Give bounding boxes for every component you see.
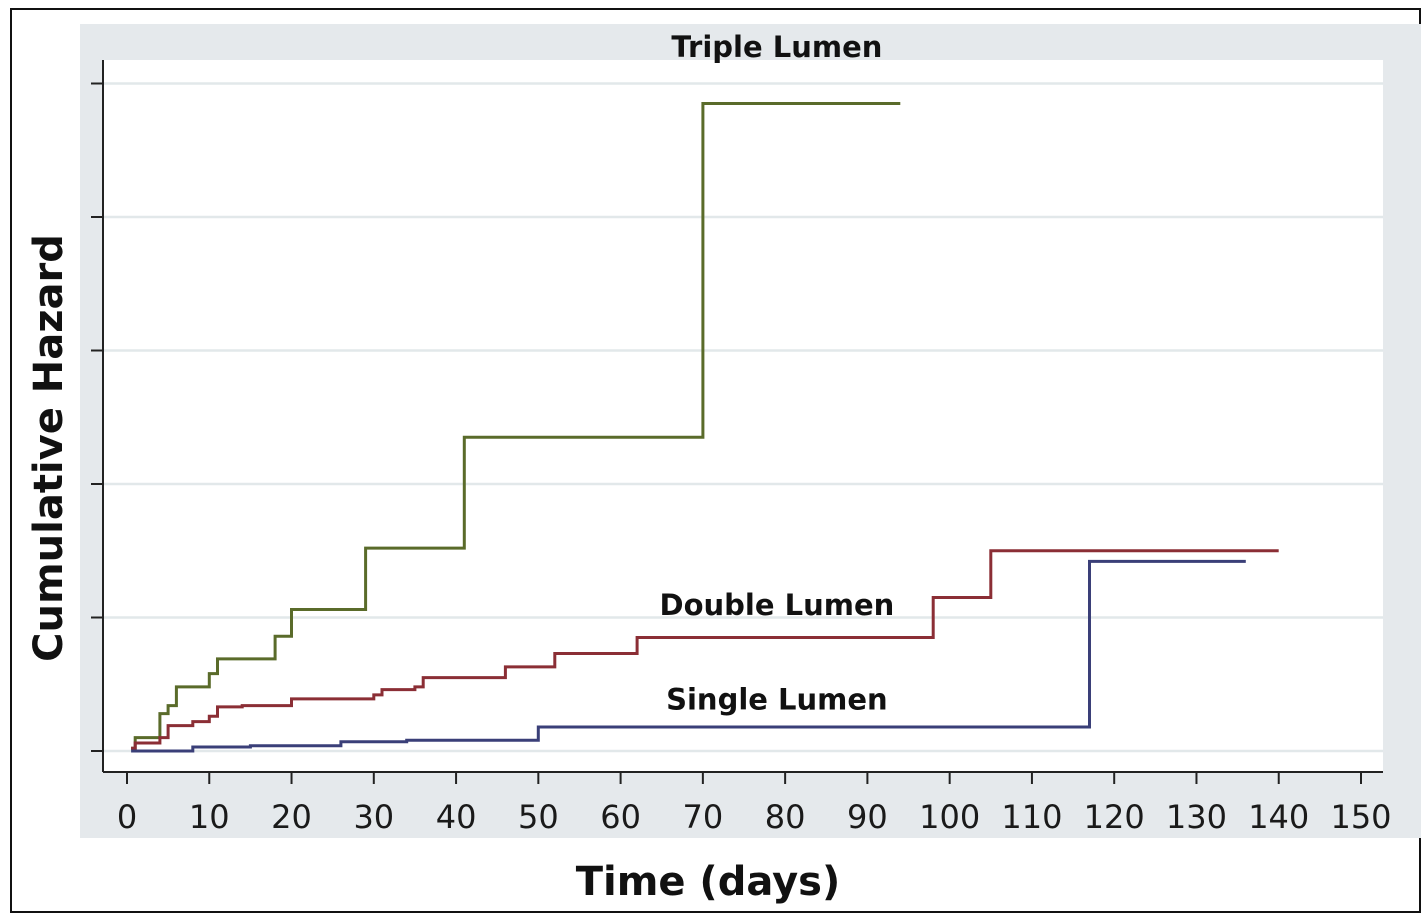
x-tick-label: 50 bbox=[518, 798, 559, 836]
series-label-double-lumen: Double Lumen bbox=[660, 588, 895, 622]
series-label-single-lumen: Single Lumen bbox=[666, 683, 888, 717]
x-tick-label: 120 bbox=[1084, 798, 1145, 836]
x-tick-label: 110 bbox=[1001, 798, 1062, 836]
x-tick-label: 80 bbox=[765, 798, 806, 836]
x-tick-label: 100 bbox=[919, 798, 980, 836]
series-lines bbox=[131, 102, 1279, 753]
gridlines bbox=[103, 82, 1383, 753]
y-ticks bbox=[91, 82, 103, 752]
series-line-single-lumen bbox=[131, 559, 1246, 753]
x-tick-label: 20 bbox=[271, 798, 312, 836]
x-tick-label: 60 bbox=[600, 798, 641, 836]
x-tick-label: 10 bbox=[189, 798, 230, 836]
x-tick-label: 40 bbox=[436, 798, 477, 836]
x-ticks: 0 10 20 30 40 50 60 70 80 90 100 110 120 130 140 150 bbox=[117, 772, 1392, 836]
series-line-triple-lumen bbox=[131, 102, 901, 750]
series-labels: Triple Lumen Double Lumen Single Lumen bbox=[660, 30, 895, 717]
x-axis-title: Time (days) bbox=[576, 859, 841, 905]
x-tick-label: 90 bbox=[847, 798, 888, 836]
x-tick-label: 140 bbox=[1248, 798, 1309, 836]
x-tick-label: 70 bbox=[683, 798, 724, 836]
x-tick-label: 130 bbox=[1166, 798, 1227, 836]
series-line-double-lumen bbox=[131, 549, 1279, 750]
series-label-triple-lumen: Triple Lumen bbox=[671, 30, 882, 64]
plot-area bbox=[103, 60, 1383, 772]
x-tick-label: 0 bbox=[117, 798, 137, 836]
x-tick-label: 30 bbox=[353, 798, 394, 836]
y-axis-title: Cumulative Hazard bbox=[26, 234, 72, 662]
x-tick-label: 150 bbox=[1330, 798, 1391, 836]
